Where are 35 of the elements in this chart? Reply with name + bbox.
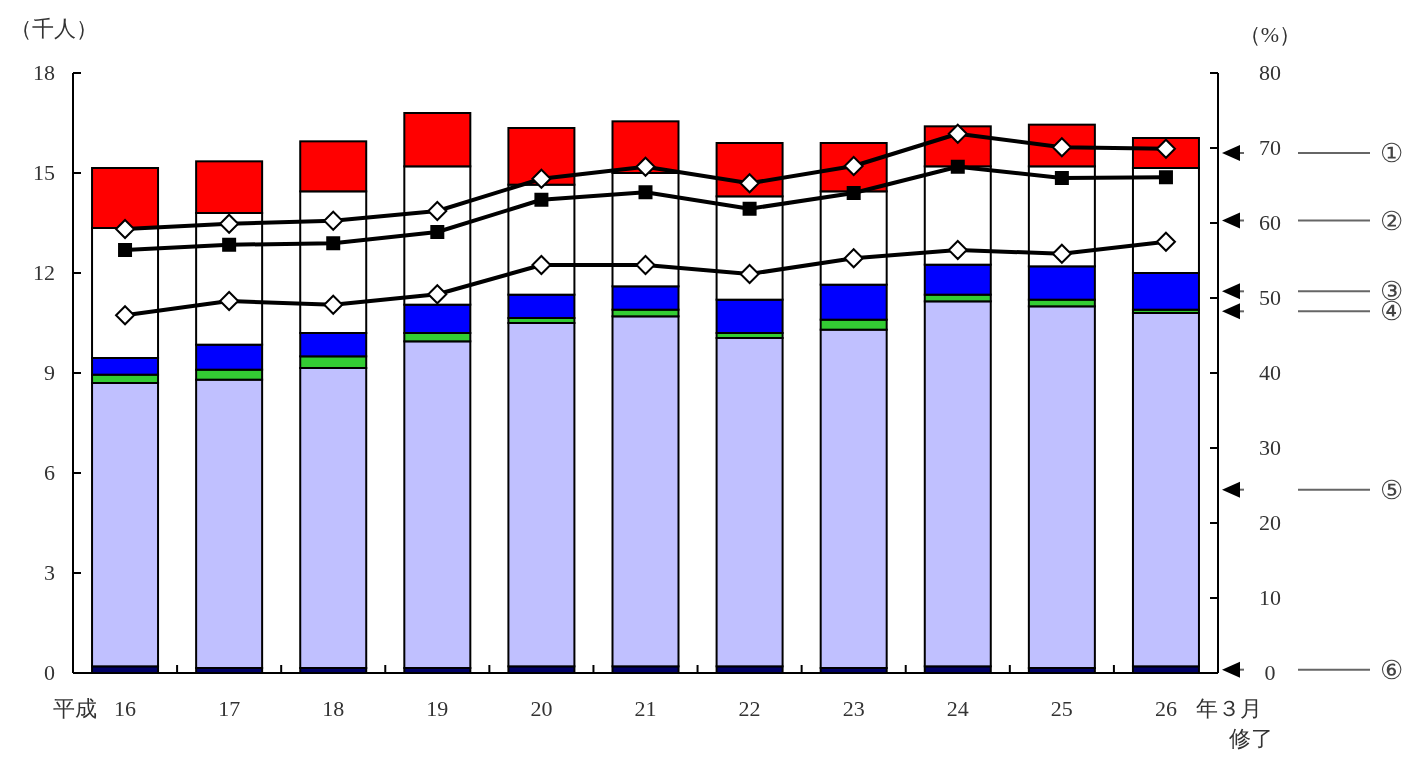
y-tick-label: 6 [44, 460, 55, 485]
x-tick-label: 21 [634, 696, 657, 721]
x-tick-label: 19 [426, 696, 449, 721]
y2-tick-label: 50 [1259, 285, 1281, 310]
y2-tick-label: 80 [1259, 60, 1281, 85]
text: 平成 [53, 696, 98, 721]
text: ② [1380, 206, 1403, 236]
text: ⑥ [1380, 655, 1403, 685]
y2-tick-label: 60 [1259, 210, 1281, 235]
y2-tick-label: 70 [1259, 135, 1281, 160]
x-tick-label: 25 [1050, 696, 1073, 721]
y2-tick-label: 40 [1259, 360, 1281, 385]
x-tick-label: 26 [1154, 696, 1177, 721]
y2-tick-label: 20 [1259, 510, 1281, 535]
x-tick-label: 24 [946, 696, 969, 721]
x-tick-label: 22 [738, 696, 761, 721]
x-tick-label: 23 [842, 696, 865, 721]
y-tick-label: 3 [44, 560, 55, 585]
text: ① [1380, 139, 1403, 168]
x-tick-label: 20 [530, 696, 553, 721]
text: ⑤ [1380, 475, 1403, 505]
y-tick-label: 15 [33, 160, 55, 185]
y-tick-label: 9 [44, 360, 55, 385]
text: 年３月修了 [1195, 696, 1273, 751]
x-tick-label: 16 [114, 696, 137, 721]
x-tick-label: 17 [218, 696, 241, 721]
y2-tick-label: 0 [1264, 660, 1276, 685]
y-tick-label: 0 [44, 660, 55, 685]
y-tick-label: 12 [33, 260, 55, 285]
y2-tick-label: 30 [1259, 435, 1281, 460]
y2-axis-title: （%） [1238, 22, 1302, 47]
y2-tick-label: 10 [1259, 585, 1281, 610]
y-axis-title: （千人） [10, 16, 98, 41]
x-tick-label: 18 [322, 696, 345, 721]
y-tick-label: 18 [33, 60, 55, 85]
